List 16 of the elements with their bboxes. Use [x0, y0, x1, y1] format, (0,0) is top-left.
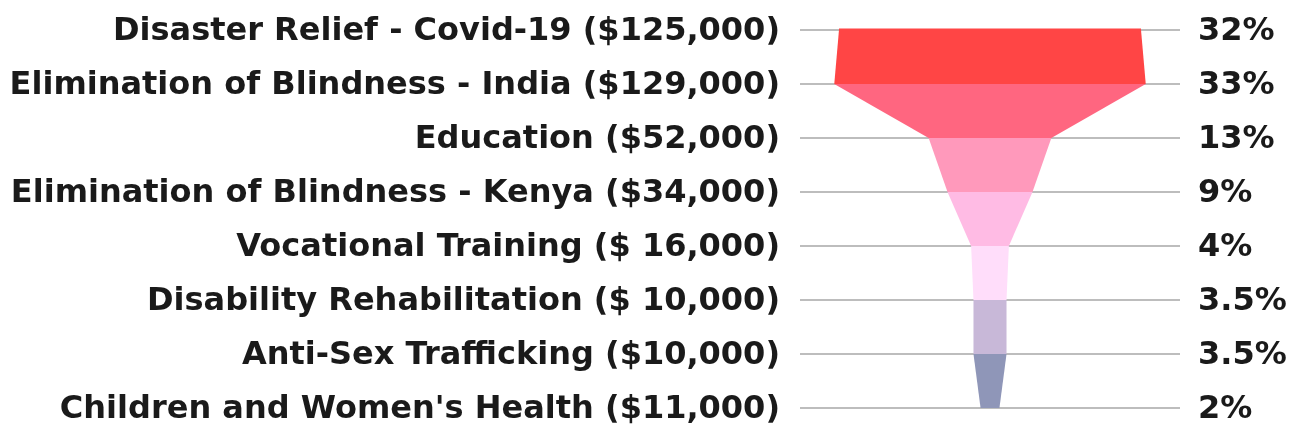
category-label: Anti-Sex Trafficking ($10,000) — [241, 334, 780, 372]
category-label: Education ($52,000) — [414, 118, 780, 156]
data-label: 3.5% — [1198, 280, 1287, 318]
data-label: 32% — [1198, 10, 1275, 48]
data-label: 3.5% — [1198, 334, 1287, 372]
data-label: 4% — [1198, 226, 1253, 264]
data-label: 33% — [1198, 64, 1275, 102]
data-label: 13% — [1198, 118, 1275, 156]
category-label: Children and Women's Health ($11,000) — [59, 388, 780, 426]
category-label: Elimination of Blindness - Kenya ($34,000) — [10, 172, 780, 210]
category-label: Disability Rehabilitation ($ 10,000) — [146, 280, 780, 318]
data-label: 2% — [1198, 388, 1253, 426]
category-label: Vocational Training ($ 16,000) — [236, 226, 780, 264]
data-label: 9% — [1198, 172, 1253, 210]
category-label: Disaster Relief - Covid-19 ($125,000) — [112, 10, 780, 48]
category-label: Elimination of Blindness - India ($129,000) — [9, 64, 780, 102]
